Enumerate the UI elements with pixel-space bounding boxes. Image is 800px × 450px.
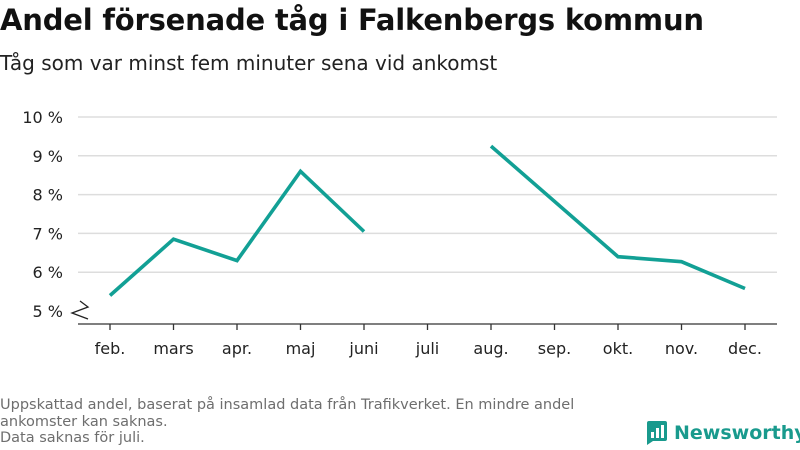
x-tick-label: mars	[153, 339, 193, 358]
x-tick-label: okt.	[603, 339, 633, 358]
y-axis-tick-labels: 5 % 6 % 7 % 8 % 9 % 10 %	[22, 108, 63, 321]
y-tick-label: 7 %	[33, 224, 63, 243]
footer-note-line-3: Data saknas för juli.	[0, 430, 145, 446]
y-tick-label: 6 %	[33, 263, 63, 282]
x-tick-label: juli	[415, 339, 439, 358]
line-chart: 5 % 6 % 7 % 8 % 9 % 10 % feb. mars apr. maj juni j…	[22, 108, 777, 358]
axis-break-zigzag	[70, 300, 90, 320]
x-axis	[78, 323, 777, 330]
y-tick-label: 9 %	[33, 147, 63, 166]
brand-name: Newsworthy	[674, 422, 800, 444]
y-tick-label: 5 %	[33, 302, 63, 321]
axis-break-icon	[70, 300, 90, 320]
chart-title: Andel försenade tåg i Falkenbergs kommun	[0, 3, 704, 37]
footer-note-line-1: Uppskattad andel, baserat på insamlad da…	[0, 397, 575, 413]
gridlines	[78, 116, 777, 273]
x-tick-label: apr.	[222, 339, 252, 358]
y-tick-label: 8 %	[33, 186, 63, 205]
x-tick-label: juni	[348, 339, 378, 358]
x-tick-label: nov.	[665, 339, 698, 358]
series-lines	[108, 144, 746, 297]
chart-subtitle: Tåg som var minst fem minuter sena vid a…	[0, 51, 498, 75]
brand-logo: Newsworthy	[644, 420, 800, 446]
bar-chart-icon	[647, 421, 667, 445]
x-axis-tick-labels: feb. mars apr. maj juni juli aug. sep. okt. nov. d…	[95, 339, 762, 358]
y-tick-label: 10 %	[22, 108, 63, 127]
x-tick-label: feb.	[95, 339, 126, 358]
x-tick-label: dec.	[728, 339, 762, 358]
chart-footer: Uppskattad andel, baserat på insamlad da…	[0, 397, 640, 447]
x-tick-label: aug.	[473, 339, 508, 358]
x-tick-label: maj	[286, 339, 316, 358]
footer-note-line-2: ankomster kan saknas.	[0, 413, 168, 430]
series-line-segment	[489, 144, 746, 291]
x-tick-label: sep.	[538, 339, 571, 358]
series-line-segment	[108, 168, 366, 297]
